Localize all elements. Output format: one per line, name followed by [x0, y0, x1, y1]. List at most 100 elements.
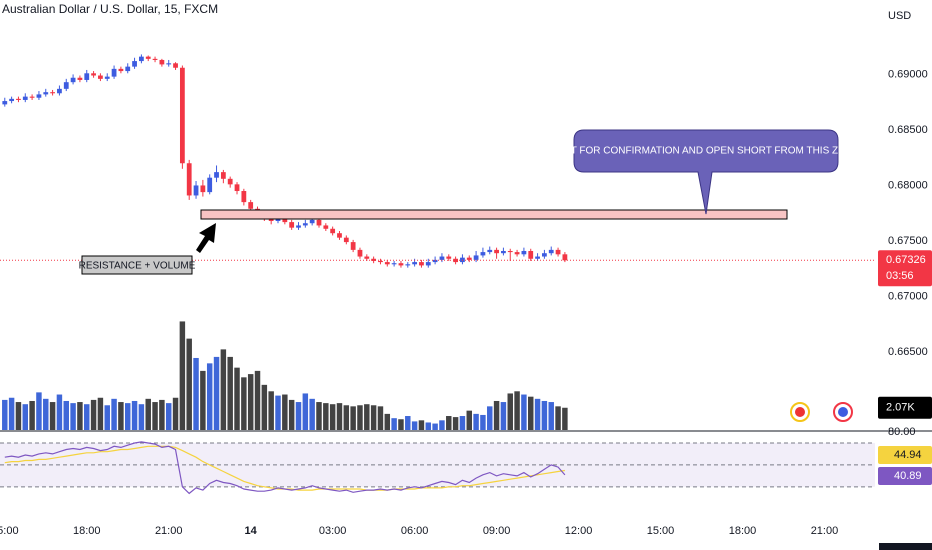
candle-body — [371, 258, 377, 261]
volume-bar — [186, 338, 192, 430]
volume-bar — [104, 405, 110, 430]
volume-bar — [125, 403, 131, 430]
candle-body — [282, 217, 288, 223]
candle-body — [507, 250, 513, 253]
volume-label: 2.07K — [886, 402, 915, 414]
volume-bar — [111, 398, 117, 430]
volume-bar — [131, 400, 138, 430]
volume-bar — [391, 418, 397, 430]
candle-body — [77, 77, 83, 80]
candle-body — [248, 202, 254, 209]
volume-bar — [77, 402, 83, 430]
candle-body — [296, 225, 301, 228]
candle-body — [214, 172, 219, 178]
candle-body — [193, 185, 199, 196]
candle-body — [9, 98, 15, 102]
candle-body — [337, 233, 342, 238]
label-box[interactable] — [81, 255, 193, 275]
candle-body — [343, 237, 349, 243]
candle-body — [289, 222, 295, 228]
volume-bar — [261, 384, 268, 430]
volume-bar — [159, 399, 165, 430]
volume-bar — [514, 391, 520, 430]
callout[interactable] — [573, 129, 839, 215]
volume-bar — [507, 393, 513, 430]
candle-body — [480, 252, 486, 256]
candle-body — [139, 56, 144, 62]
corner-bar — [879, 543, 932, 550]
candle-body — [309, 219, 315, 224]
volume-bar — [541, 400, 548, 430]
volume-bar — [97, 397, 104, 430]
candle-body — [63, 82, 69, 89]
volume-bar — [118, 402, 124, 430]
candle-body — [29, 96, 35, 98]
volume-bar — [275, 395, 281, 430]
volume-bar — [193, 357, 199, 430]
candle-body — [391, 263, 397, 265]
volume-bar — [411, 421, 418, 430]
volume-bar — [405, 416, 411, 430]
volume-bar — [452, 417, 459, 430]
candle-body — [111, 68, 117, 77]
resistance-zone[interactable] — [200, 209, 788, 220]
candle-body — [268, 218, 274, 221]
volume-bar — [234, 367, 240, 430]
volume-bar — [377, 406, 384, 430]
candle-body — [316, 219, 322, 226]
volume-bar — [247, 374, 254, 430]
candle-body — [132, 61, 137, 67]
volume-bar — [200, 370, 206, 430]
volume-bar — [329, 404, 336, 430]
candle-body — [542, 253, 547, 257]
volume-bar — [213, 356, 220, 430]
x-tick-label: 09:00 — [483, 525, 511, 537]
candle-body — [425, 262, 431, 266]
volume-bar — [466, 410, 472, 430]
countdown: 03:56 — [886, 270, 914, 282]
candle-body — [57, 88, 62, 94]
volume-bar — [446, 416, 452, 430]
candle-body — [378, 260, 383, 263]
volume-bar — [56, 394, 63, 430]
x-tick-label: 12:00 — [565, 525, 593, 537]
volume-bar — [555, 406, 561, 430]
candle-body — [302, 223, 308, 226]
volume-bar — [323, 403, 329, 430]
candle-body — [330, 228, 336, 234]
arrow[interactable] — [196, 223, 216, 253]
candle-body — [118, 68, 124, 72]
volume-bar — [241, 377, 247, 430]
candle-body — [398, 263, 404, 266]
y-tick-label: 0.68000 — [888, 179, 928, 191]
volume-bar — [398, 419, 404, 430]
candle-body — [234, 184, 240, 192]
candle-body — [357, 249, 363, 257]
candles — [0, 54, 875, 268]
volume-bar — [548, 402, 554, 430]
x-tick-label: 18:00 — [73, 525, 101, 537]
candle-body — [446, 256, 452, 259]
candle-body — [159, 59, 165, 65]
candle-body — [36, 94, 42, 98]
volume-bar — [172, 397, 179, 430]
x-tick-label: 15:00 — [647, 525, 675, 537]
volume-bar — [15, 402, 22, 430]
rsi-label: 40.89 — [894, 470, 922, 482]
candle-body — [384, 262, 390, 265]
candle-body — [364, 256, 370, 259]
volume-bar — [309, 398, 315, 430]
volume-bar — [473, 413, 479, 430]
candle-body — [200, 185, 206, 193]
volume-bar — [370, 405, 377, 430]
volume-bar — [227, 356, 233, 430]
x-tick-label: 03:00 — [319, 525, 347, 537]
x-tick-label: 21:00 — [155, 525, 183, 537]
volume-bar — [8, 397, 15, 430]
candle-body — [207, 177, 213, 193]
volume-bar — [439, 420, 445, 430]
volume-bar — [145, 398, 151, 430]
volume-bar — [459, 416, 466, 430]
x-tick-label: 18:00 — [729, 525, 757, 537]
chart-title: Australian Dollar / U.S. Dollar, 15, FXC… — [2, 2, 218, 16]
